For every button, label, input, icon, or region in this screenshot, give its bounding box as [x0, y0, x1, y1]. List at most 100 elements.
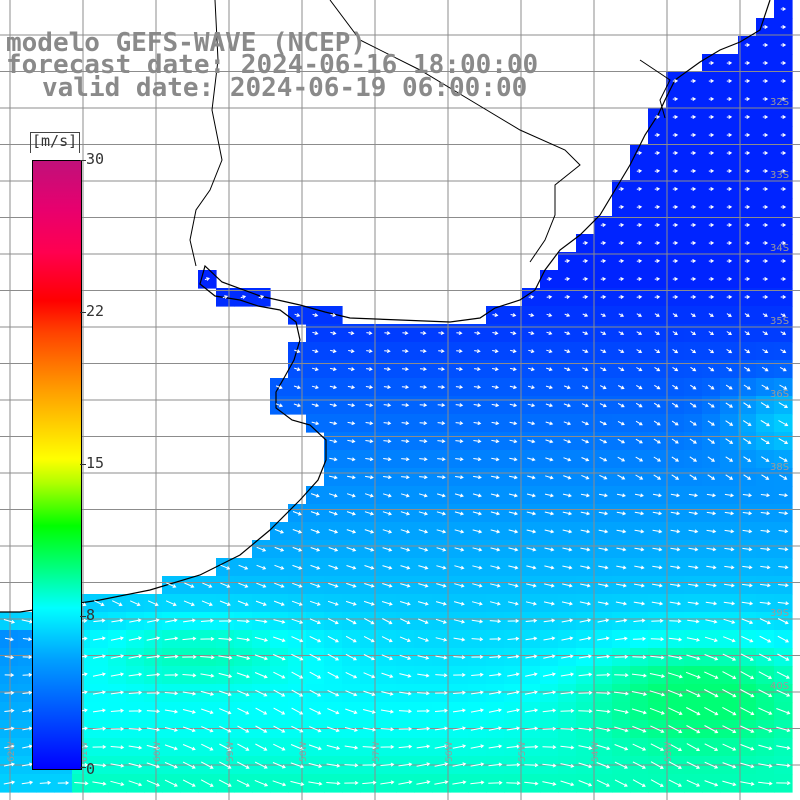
wind-arrow — [383, 403, 392, 408]
wind-arrow — [670, 511, 681, 516]
wind-arrow — [760, 511, 771, 516]
wind-arrow — [761, 366, 769, 372]
wind-arrow — [4, 726, 15, 731]
wind-arrow — [490, 565, 501, 570]
wind-arrow — [690, 169, 697, 174]
wind-arrow — [453, 637, 466, 642]
wind-arrow — [690, 151, 697, 156]
wind-arrow — [578, 709, 593, 714]
wind-arrow — [563, 457, 572, 462]
wind-arrow — [706, 529, 717, 534]
wind-arrow — [581, 474, 590, 480]
wind-arrow — [309, 689, 322, 697]
wind-arrow — [111, 618, 124, 623]
wind-arrow — [636, 151, 643, 155]
wind-arrow — [365, 421, 374, 426]
wind-arrow — [146, 744, 161, 750]
wind-arrow — [488, 780, 503, 785]
wind-arrow — [380, 744, 395, 749]
wind-arrow — [651, 601, 664, 606]
wind-arrow — [708, 186, 715, 192]
wind-arrow — [347, 385, 356, 390]
wind-arrow — [527, 403, 536, 408]
wind-arrow — [722, 653, 737, 661]
wind-arrow — [344, 745, 359, 750]
wind-arrow — [470, 708, 484, 713]
wind-arrow — [600, 313, 607, 317]
colorbar-tickmark — [80, 767, 86, 768]
wind-arrow — [293, 403, 301, 408]
wind-arrow — [600, 295, 607, 299]
wind-arrow — [292, 546, 303, 552]
wind-arrow — [507, 690, 520, 695]
wind-arrow — [581, 403, 589, 408]
wind-arrow — [726, 168, 733, 174]
wind-arrow — [200, 636, 215, 641]
wind-arrow — [346, 493, 356, 498]
wind-arrow — [722, 706, 737, 716]
wind-arrow — [762, 331, 769, 335]
wind-arrow — [687, 601, 700, 606]
wind-arrow — [365, 439, 374, 444]
wind-arrow — [708, 222, 715, 228]
wind-arrow — [740, 725, 755, 733]
wind-arrow — [93, 618, 106, 623]
wind-arrow — [672, 366, 679, 372]
wind-arrow — [219, 743, 232, 751]
wind-arrow — [453, 672, 466, 677]
wind-arrow — [506, 726, 521, 731]
wind-arrow — [237, 707, 250, 715]
wind-arrow — [740, 689, 755, 698]
wind-arrow — [564, 331, 571, 335]
wind-arrow — [418, 511, 429, 516]
wind-arrow — [578, 672, 593, 677]
wind-arrow — [417, 601, 429, 606]
wind-arrow — [129, 618, 142, 623]
wind-arrow — [617, 456, 626, 462]
wind-arrow — [708, 294, 715, 300]
wind-arrow — [564, 313, 571, 317]
wind-arrow — [760, 438, 770, 444]
colorbar — [32, 160, 82, 770]
wind-arrow — [670, 529, 681, 534]
wind-arrow — [672, 277, 679, 282]
wind-arrow — [618, 223, 625, 227]
wind-arrow — [742, 565, 753, 570]
longitude-label: 61W — [80, 742, 90, 762]
wind-arrow — [164, 727, 178, 732]
wind-arrow — [528, 295, 535, 299]
wind-arrow — [473, 421, 482, 426]
wind-arrow — [759, 635, 772, 643]
wind-arrow — [94, 600, 105, 607]
wind-arrow — [743, 402, 752, 408]
wind-arrow — [690, 259, 697, 264]
wind-arrow — [326, 744, 341, 750]
wind-arrow — [762, 204, 769, 210]
wind-arrow — [636, 313, 643, 317]
colorbar-tick-label: 15 — [86, 454, 105, 472]
wind-arrow — [526, 493, 536, 498]
wind-arrow — [688, 583, 699, 588]
wind-arrow — [310, 529, 321, 534]
wind-arrow — [780, 240, 787, 246]
wind-arrow — [128, 727, 143, 732]
wind-arrow — [762, 186, 769, 192]
wind-arrow — [294, 313, 301, 317]
wind-arrow — [348, 367, 355, 372]
wind-arrow — [780, 349, 787, 353]
wind-arrow — [740, 762, 755, 769]
wind-arrow — [254, 672, 268, 679]
wind-arrow — [596, 727, 611, 732]
wind-arrow — [454, 511, 464, 516]
wind-arrow — [778, 402, 789, 408]
wind-arrow — [200, 690, 215, 696]
wind-arrow — [456, 349, 463, 354]
wind-arrow — [348, 331, 355, 336]
wind-arrow — [654, 151, 661, 156]
wind-arrow — [744, 42, 751, 48]
wind-arrow — [398, 709, 412, 714]
wind-arrow — [669, 619, 682, 624]
wind-arrow — [779, 474, 788, 480]
wind-arrow — [345, 635, 357, 643]
wind-arrow — [706, 493, 717, 498]
